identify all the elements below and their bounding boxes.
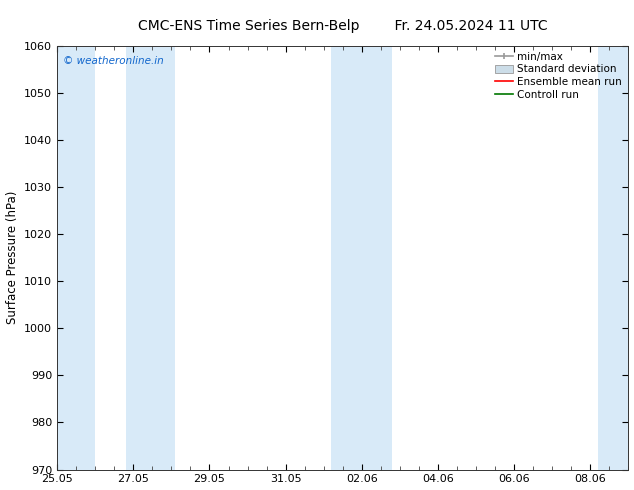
Legend: min/max, Standard deviation, Ensemble mean run, Controll run: min/max, Standard deviation, Ensemble me… [491, 49, 625, 103]
Bar [126, 46, 175, 469]
Bar [332, 46, 392, 469]
Bar [598, 46, 628, 469]
Y-axis label: Surface Pressure (hPa): Surface Pressure (hPa) [6, 191, 18, 324]
Text: © weatheronline.in: © weatheronline.in [63, 56, 164, 66]
Bar [57, 46, 95, 469]
Text: CMC-ENS Time Series Bern-Belp        Fr. 24.05.2024 11 UTC: CMC-ENS Time Series Bern-Belp Fr. 24.05.… [138, 19, 548, 33]
